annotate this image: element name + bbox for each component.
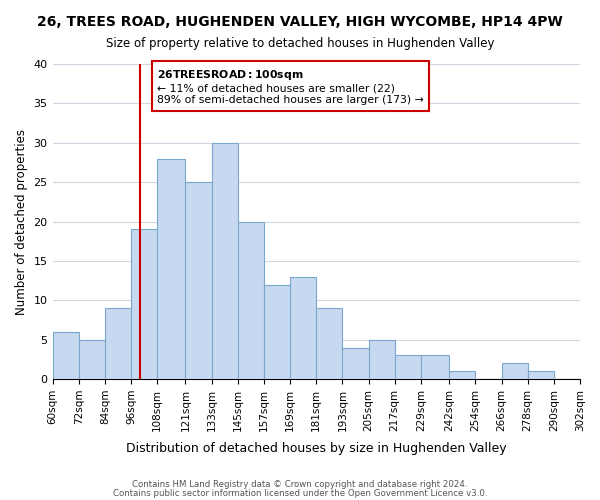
Bar — [212, 143, 238, 379]
Bar — [105, 308, 131, 379]
Y-axis label: Number of detached properties: Number of detached properties — [15, 128, 28, 314]
Bar — [502, 364, 527, 379]
X-axis label: Distribution of detached houses by size in Hughenden Valley: Distribution of detached houses by size … — [126, 442, 506, 455]
Bar — [238, 222, 264, 379]
Bar — [131, 230, 157, 379]
Text: Contains public sector information licensed under the Open Government Licence v3: Contains public sector information licen… — [113, 489, 487, 498]
Text: 26, TREES ROAD, HUGHENDEN VALLEY, HIGH WYCOMBE, HP14 4PW: 26, TREES ROAD, HUGHENDEN VALLEY, HIGH W… — [37, 15, 563, 29]
Bar — [316, 308, 343, 379]
Bar — [421, 356, 449, 379]
Bar — [290, 276, 316, 379]
Bar — [343, 348, 368, 379]
Bar — [79, 340, 105, 379]
Bar — [185, 182, 212, 379]
Bar — [368, 340, 395, 379]
Text: $\bf{26 TREES ROAD: 100sqm}$
← 11% of detached houses are smaller (22)
89% of se: $\bf{26 TREES ROAD: 100sqm}$ ← 11% of de… — [157, 68, 424, 105]
Bar — [53, 332, 79, 379]
Text: Size of property relative to detached houses in Hughenden Valley: Size of property relative to detached ho… — [106, 38, 494, 51]
Text: Contains HM Land Registry data © Crown copyright and database right 2024.: Contains HM Land Registry data © Crown c… — [132, 480, 468, 489]
Bar — [395, 356, 421, 379]
Bar — [264, 284, 290, 379]
Bar — [157, 158, 185, 379]
Bar — [527, 371, 554, 379]
Bar — [449, 371, 475, 379]
